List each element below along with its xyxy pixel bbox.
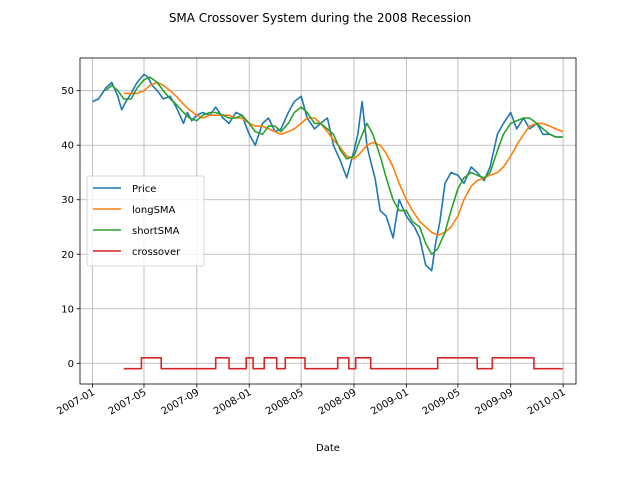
series-line-longsma [123, 81, 563, 236]
legend-label: crossover [132, 247, 181, 258]
legend-label: longSMA [132, 205, 176, 216]
series-line-shortsma [105, 76, 563, 256]
y-tick-label: 40 [61, 141, 74, 152]
series-line-crossover [123, 357, 563, 370]
legend-label: shortSMA [132, 226, 180, 237]
y-tick-label: 0 [68, 359, 74, 370]
y-axis: 0 10 20 30 40 50 [61, 86, 80, 370]
plot-area-frame [79, 57, 577, 385]
legend-label: Price [132, 184, 156, 195]
legend: Price longSMA shortSMA crossover [86, 175, 205, 267]
x-axis-label: Date [316, 443, 340, 454]
chart-title: SMA Crossover System during the 2008 Rec… [169, 11, 471, 25]
y-tick-label: 10 [61, 304, 74, 315]
y-tick-label: 30 [61, 195, 74, 206]
y-tick-label: 50 [61, 86, 74, 97]
plot-lines [92, 73, 563, 370]
y-tick-label: 20 [61, 250, 74, 261]
legend-box [86, 175, 205, 267]
